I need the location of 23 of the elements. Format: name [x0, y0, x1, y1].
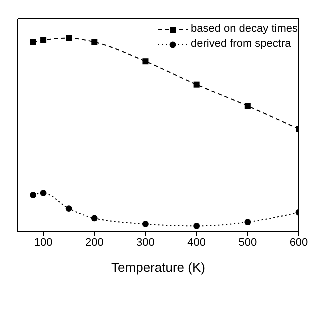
point — [66, 35, 72, 42]
x-tick-label: 300 — [136, 236, 155, 249]
point — [30, 192, 37, 198]
point — [66, 206, 72, 212]
point — [244, 219, 252, 226]
point — [92, 39, 98, 46]
x-tick-label: 600 — [290, 236, 308, 249]
point — [30, 39, 36, 46]
point — [40, 37, 47, 44]
x-tick-label: 500 — [238, 236, 258, 249]
point — [40, 190, 47, 196]
point — [142, 58, 149, 65]
point — [194, 82, 200, 88]
legend-label: based on decay times — [190, 22, 298, 37]
legend-label: derived from spectra — [190, 37, 292, 52]
x-axis-title: Temperature (K) — [112, 260, 206, 275]
point — [91, 215, 98, 222]
point — [142, 221, 149, 228]
x-tick-label: 400 — [188, 236, 206, 249]
x-tick-label: 200 — [85, 236, 104, 249]
x-tick-label: 100 — [34, 236, 53, 249]
point — [194, 222, 200, 230]
point — [244, 103, 251, 110]
